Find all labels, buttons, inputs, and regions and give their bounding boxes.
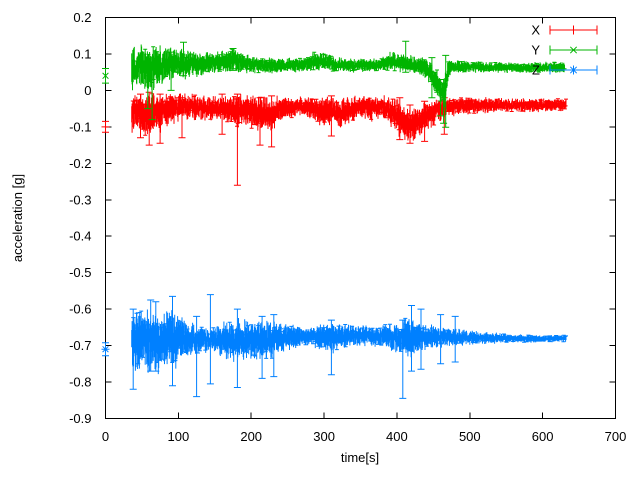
plot-frame bbox=[105, 17, 616, 419]
x-tick-label: 600 bbox=[532, 429, 554, 444]
x-tick-label: 400 bbox=[386, 429, 408, 444]
y-tick-label: -0.3 bbox=[69, 192, 91, 207]
x-tick-label: 700 bbox=[605, 429, 627, 444]
legend-sample-z bbox=[549, 65, 598, 75]
y-tick-label: -0.1 bbox=[69, 119, 91, 134]
series-start-point bbox=[102, 68, 109, 84]
series-root bbox=[101, 40, 568, 399]
y-tick-label: -0.4 bbox=[69, 229, 91, 244]
x-tick-label: 300 bbox=[313, 429, 335, 444]
y-tick-label: -0.5 bbox=[69, 265, 91, 280]
y-tick-label: -0.2 bbox=[69, 156, 91, 171]
legend-label-x: X bbox=[531, 23, 540, 38]
x-tick-label: 0 bbox=[102, 429, 109, 444]
series-errorbars bbox=[144, 40, 450, 128]
series-x bbox=[101, 91, 568, 186]
x-tick-label: 100 bbox=[168, 429, 190, 444]
series-errorbars bbox=[137, 91, 448, 186]
legend-label-y: Y bbox=[531, 43, 540, 58]
series-band bbox=[131, 44, 567, 108]
legend: XYZ bbox=[531, 23, 598, 78]
y-tick-label: 0.1 bbox=[73, 47, 91, 62]
legend-sample-y bbox=[549, 45, 598, 55]
y-axis-label: acceleration [g] bbox=[10, 174, 25, 262]
series-start-point bbox=[101, 342, 110, 357]
y-tick-label: 0.2 bbox=[73, 10, 91, 25]
y-tick-label: -0.6 bbox=[69, 302, 91, 317]
y-tick-label: -0.7 bbox=[69, 338, 91, 353]
y-tick-label: -0.8 bbox=[69, 375, 91, 390]
x-axis-label: time[s] bbox=[341, 450, 379, 465]
series-y bbox=[102, 40, 567, 128]
tick-labels: 0 100 200 300 400 500 600 700 0.2 0.1 0 -0.1 -0.2 -0.… bbox=[69, 10, 626, 444]
legend-sample-x bbox=[549, 25, 598, 35]
y-tick-label: 0 bbox=[84, 83, 91, 98]
series-errorbars bbox=[129, 294, 459, 399]
x-tick-label: 500 bbox=[459, 429, 481, 444]
series-band bbox=[130, 93, 568, 141]
x-tick-label: 200 bbox=[240, 429, 262, 444]
series-start-point bbox=[101, 120, 110, 133]
legend-label-z: Z bbox=[532, 63, 540, 78]
series-band bbox=[131, 309, 568, 375]
series-z bbox=[101, 294, 568, 399]
y-tick-label: -0.9 bbox=[69, 411, 91, 426]
